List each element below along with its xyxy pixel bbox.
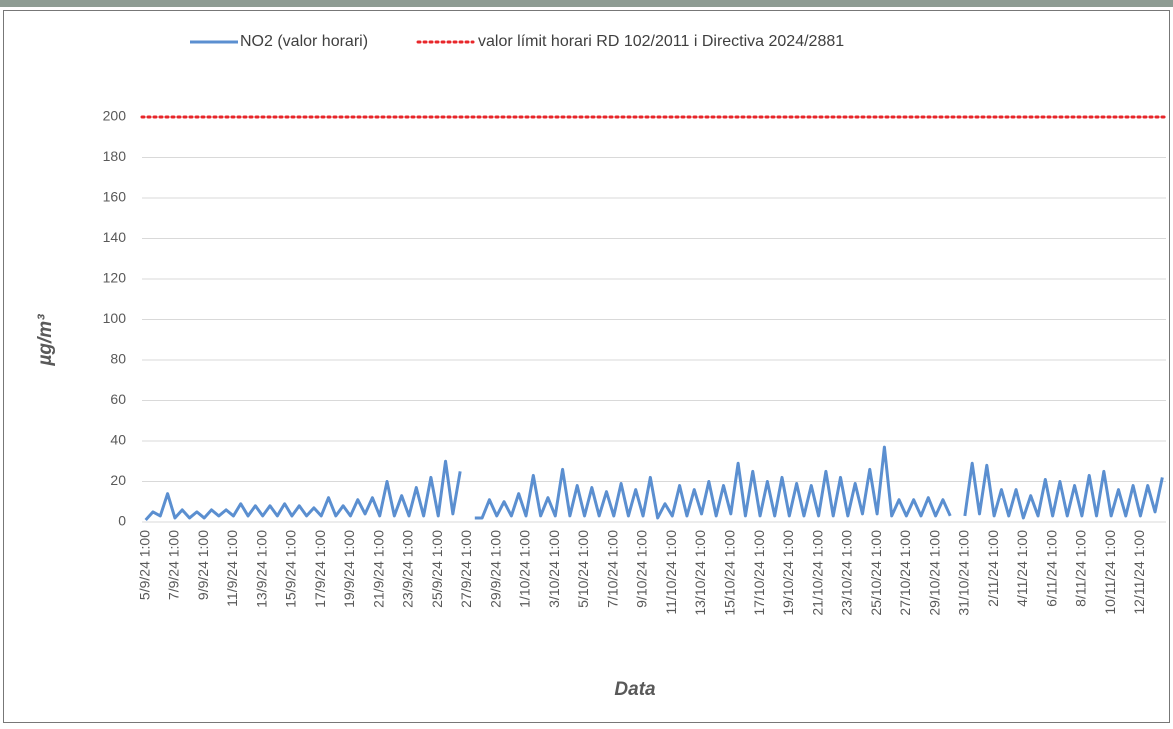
x-tick-label: 21/10/24 1:00 <box>809 530 825 616</box>
x-tick-label: 25/10/24 1:00 <box>868 530 884 616</box>
x-tick-label: 9/9/24 1:00 <box>195 530 211 600</box>
x-tick-label: 13/9/24 1:00 <box>253 530 269 608</box>
x-tick-label: 9/10/24 1:00 <box>634 530 650 608</box>
x-tick-label: 1/10/24 1:00 <box>517 530 533 608</box>
x-axis-title: Data <box>614 679 656 700</box>
x-tick-label: 15/10/24 1:00 <box>722 530 738 616</box>
x-tick-label: 8/11/24 1:00 <box>1073 530 1089 607</box>
x-tick-label: 3/10/24 1:00 <box>546 530 562 608</box>
x-tick-label: 6/11/24 1:00 <box>1043 530 1059 607</box>
top-bar <box>0 0 1173 7</box>
y-tick-label: 40 <box>110 432 126 448</box>
y-tick-label: 200 <box>103 108 127 124</box>
y-axis-title: µg/m³ <box>35 314 56 367</box>
chart-frame <box>3 10 1170 723</box>
y-tick-label: 20 <box>110 472 126 488</box>
x-tick-label: 5/9/24 1:00 <box>136 530 152 600</box>
x-tick-label: 27/9/24 1:00 <box>458 530 474 608</box>
x-tick-label: 15/9/24 1:00 <box>283 530 299 608</box>
x-tick-label: 7/10/24 1:00 <box>604 530 620 608</box>
legend-label: valor límit horari RD 102/2011 i Directi… <box>478 33 844 50</box>
x-tick-label: 12/11/24 1:00 <box>1131 530 1147 615</box>
x-tick-label: 27/10/24 1:00 <box>897 530 913 616</box>
x-tick-label: 31/10/24 1:00 <box>956 530 972 616</box>
y-tick-label: 0 <box>118 513 126 529</box>
x-tick-label: 29/10/24 1:00 <box>926 530 942 616</box>
y-tick-label: 100 <box>103 310 127 326</box>
x-tick-label: 17/10/24 1:00 <box>751 530 767 616</box>
y-tick-label: 60 <box>110 391 126 407</box>
y-tick-label: 80 <box>110 351 126 367</box>
x-tick-label: 19/10/24 1:00 <box>780 530 796 616</box>
x-tick-label: 23/9/24 1:00 <box>400 530 416 608</box>
x-tick-label: 25/9/24 1:00 <box>429 530 445 608</box>
x-tick-label: 11/9/24 1:00 <box>224 530 240 607</box>
x-tick-label: 29/9/24 1:00 <box>487 530 503 608</box>
x-tick-label: 19/9/24 1:00 <box>341 530 357 608</box>
y-tick-label: 140 <box>103 229 127 245</box>
x-tick-label: 17/9/24 1:00 <box>312 530 328 608</box>
y-tick-label: 160 <box>103 189 127 205</box>
x-tick-label: 4/11/24 1:00 <box>1014 530 1030 607</box>
legend-label: NO2 (valor horari) <box>240 33 368 50</box>
x-tick-label: 5/10/24 1:00 <box>575 530 591 608</box>
x-tick-label: 23/10/24 1:00 <box>839 530 855 616</box>
y-tick-label: 180 <box>103 148 127 164</box>
x-tick-label: 7/9/24 1:00 <box>166 530 182 600</box>
data-line <box>144 445 1164 521</box>
x-tick-label: 2/11/24 1:00 <box>985 530 1001 607</box>
x-tick-label: 13/10/24 1:00 <box>692 530 708 616</box>
x-tick-label: 21/9/24 1:00 <box>370 530 386 608</box>
y-tick-label: 120 <box>103 270 127 286</box>
x-tick-label: 10/11/24 1:00 <box>1102 530 1118 615</box>
x-tick-label: 11/10/24 1:00 <box>663 530 679 615</box>
